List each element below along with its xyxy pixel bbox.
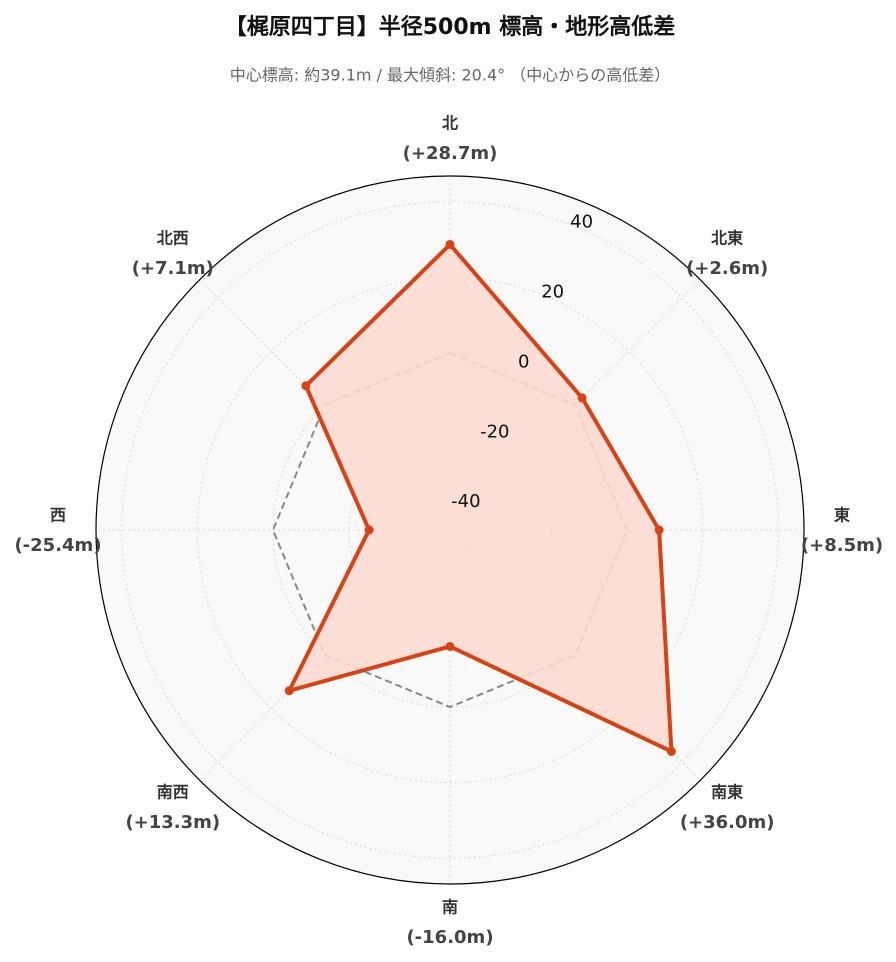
chart-subtitle: 中心標高: 約39.1m / 最大傾斜: 20.4° （中心からの高低差） — [230, 66, 670, 85]
category-label: 北東 — [711, 228, 743, 247]
category-label: 南西 — [157, 783, 189, 802]
category-label: 北 — [442, 114, 458, 133]
chart-title: 【梶原四丁目】半径500m 標高・地形高低差 — [225, 14, 676, 40]
r-tick-label: 20 — [541, 282, 564, 303]
data-point — [445, 641, 455, 651]
category-label: 南 — [442, 898, 458, 917]
data-point — [666, 746, 676, 756]
data-point — [284, 686, 294, 696]
r-tick-label: -20 — [480, 421, 509, 442]
data-point — [445, 239, 455, 249]
r-tick-label: 40 — [570, 212, 593, 233]
plot-border — [95, 175, 805, 885]
data-point — [577, 393, 587, 403]
category-label: 南東 — [711, 783, 743, 802]
r-tick-label: -40 — [451, 491, 480, 512]
category-label: 東 — [834, 506, 850, 525]
value-label: (+36.0m) — [680, 812, 775, 833]
value-label: (+13.3m) — [125, 812, 220, 833]
category-label: 西 — [50, 506, 66, 525]
category-label: 北西 — [157, 228, 189, 247]
r-tick-label: 0 — [518, 351, 529, 372]
value-label: (-25.4m) — [14, 535, 101, 556]
data-point — [301, 381, 311, 391]
grid-circle — [121, 201, 779, 859]
value-label: (+2.6m) — [686, 258, 768, 279]
value-label: (+7.1m) — [132, 258, 214, 279]
data-point — [654, 525, 664, 535]
value-label: (+8.5m) — [801, 535, 883, 556]
value-label: (+28.7m) — [403, 143, 498, 164]
value-label: (-16.0m) — [406, 927, 493, 948]
data-point — [364, 525, 374, 535]
